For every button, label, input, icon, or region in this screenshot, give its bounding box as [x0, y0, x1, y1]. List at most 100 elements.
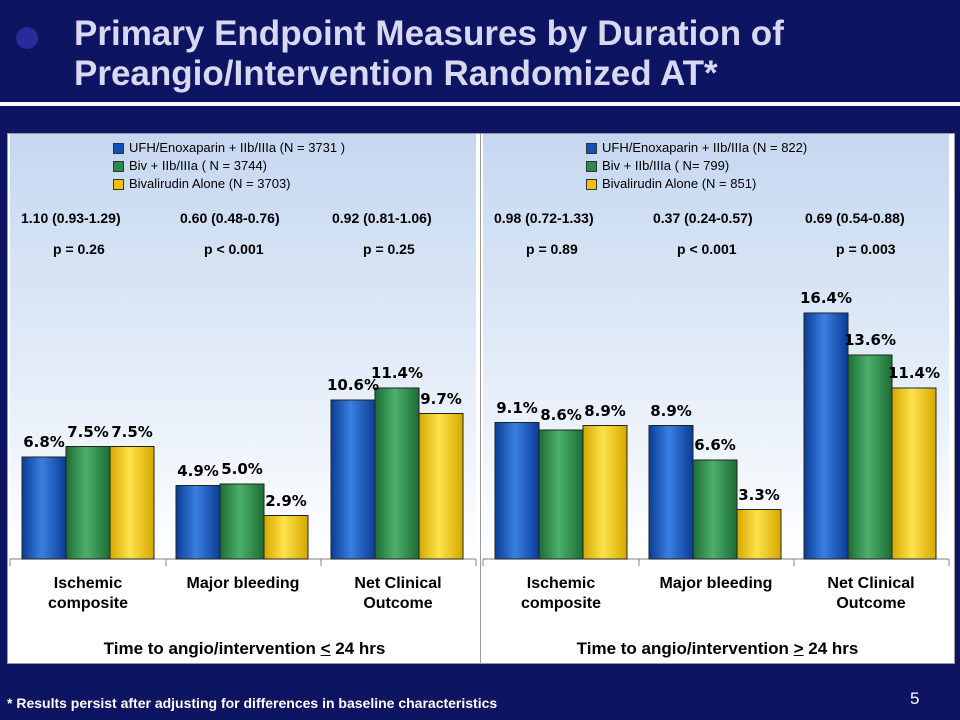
bar-series-2-3: [847, 354, 893, 560]
category-label: Major bleeding: [173, 574, 313, 594]
value-label: 13.6%: [843, 331, 897, 349]
bar-series-3-2: [263, 515, 309, 560]
bar-chart-svg: [482, 312, 950, 566]
category-label-line: Net Clinical: [827, 575, 915, 592]
category-label-line: composite: [47, 595, 128, 612]
legend-item: UFH/Enoxaparin + IIb/IIIa (N = 822): [586, 139, 807, 157]
risk-ratio-label: 1.10 (0.93-1.29): [21, 210, 121, 226]
p-value-label: p = 0.003: [836, 241, 896, 257]
value-label: 3.3%: [738, 485, 780, 504]
p-value-label: p = 0.89: [526, 241, 578, 257]
value-label: 16.4%: [799, 289, 853, 307]
risk-ratio-label: 0.37 (0.24-0.57): [653, 210, 753, 226]
slide-title-line-2: Preangio/Intervention Randomized AT*: [74, 54, 718, 93]
page-number: 5: [910, 689, 920, 708]
category-label-line: Major bleeding: [659, 575, 773, 592]
subtitle-part-pre: Time to angio/intervention: [576, 639, 794, 658]
risk-ratio-label: 0.98 (0.72-1.33): [494, 210, 594, 226]
chart-legend: UFH/Enoxaparin + IIb/IIIa (N = 822) Biv +…: [586, 139, 807, 193]
value-label: 2.9%: [265, 491, 307, 510]
value-label: 7.5%: [111, 422, 153, 441]
p-value-label: p < 0.001: [677, 241, 737, 257]
legend-label: Biv + IIb/IIIa ( N= 799): [602, 158, 730, 173]
subtitle-part-op: >: [793, 639, 804, 658]
legend-item: Bivalirudin Alone (N = 851): [586, 175, 807, 193]
bar-series-1-2: [648, 425, 694, 560]
risk-ratio-label: 0.69 (0.54-0.88): [805, 210, 905, 226]
risk-ratio-label: 0.60 (0.48-0.76): [180, 210, 280, 226]
legend-label: UFH/Enoxaparin + IIb/IIIa (N = 3731 ): [129, 140, 346, 155]
value-label: 11.4%: [887, 364, 941, 382]
value-label: 11.4%: [370, 364, 424, 382]
subtitle-part-post: 24 hrs: [330, 639, 386, 658]
legend-swatch: [113, 160, 124, 172]
subtitle-part-op: <: [320, 639, 331, 658]
slide-title-line-1: Primary Endpoint Measures by Duration of: [74, 14, 784, 53]
category-label-line: composite: [520, 595, 601, 612]
risk-ratio-label: 0.92 (0.81-1.06): [332, 210, 432, 226]
value-label: 5.0%: [221, 460, 263, 478]
footnote: * Results persist after adjusting for di…: [7, 695, 498, 711]
bar-chart-svg: [9, 387, 477, 566]
value-label: 6.8%: [23, 433, 65, 451]
chart-subtitle: Time to angio/intervention < 24 hrs: [8, 639, 481, 659]
legend-label: Bivalirudin Alone (N = 851): [602, 176, 757, 191]
legend-label: UFH/Enoxaparin + IIb/IIIa (N = 822): [602, 140, 808, 155]
p-value-label: p < 0.001: [204, 241, 264, 257]
bar-series-1-2: [175, 485, 221, 560]
value-label: 10.6%: [326, 376, 380, 394]
value-label: 8.9%: [584, 401, 626, 420]
legend-swatch: [586, 160, 597, 172]
legend-item: Biv + IIb/IIIa ( N= 799): [586, 157, 807, 175]
bar-series-1-3: [803, 312, 849, 560]
subtitle-part-post: 24 hrs: [803, 639, 859, 658]
bar-series-3-2: [736, 509, 782, 560]
legend-swatch: [586, 142, 597, 154]
chart-legend: UFH/Enoxaparin + IIb/IIIa (N = 3731 ) Biv…: [113, 139, 345, 193]
title-divider: [0, 102, 960, 106]
category-label-line: Outcome: [836, 595, 906, 612]
bar-series-2-2: [219, 483, 265, 560]
legend-item: UFH/Enoxaparin + IIb/IIIa (N = 3731 ): [113, 139, 345, 157]
category-label-line: Net Clinical: [354, 575, 442, 592]
bar-series-3-3: [891, 387, 937, 560]
legend-item: Biv + IIb/IIIa ( N = 3744): [113, 157, 345, 175]
category-label: Net Clinical Outcome: [801, 574, 941, 614]
category-label: Ischemic composite: [18, 574, 158, 614]
category-label-line: Ischemic: [526, 575, 596, 592]
legend-swatch: [113, 178, 124, 190]
value-label: 4.9%: [177, 461, 219, 480]
bar-series-2-3: [374, 387, 420, 560]
bar-series-3-3: [418, 413, 464, 560]
category-label: Major bleeding: [646, 574, 786, 594]
p-value-label: p = 0.25: [363, 241, 415, 257]
chart-panel-gt24: 9.1% 8.9% 16.4% 8.6% 6.6% 13.6% 8.9% 3.3% 11.4% U…: [480, 133, 955, 664]
subtitle-part-pre: Time to angio/intervention: [103, 639, 321, 658]
legend-item: Bivalirudin Alone (N = 3703): [113, 175, 345, 193]
title-bullet-icon: [16, 27, 38, 49]
value-label: 7.5%: [67, 422, 109, 441]
bar-series-2-1: [65, 446, 111, 560]
bar-series-1-1: [494, 422, 540, 560]
bar-series-3-1: [582, 425, 628, 560]
category-label-line: Ischemic: [53, 575, 123, 592]
category-label-line: Outcome: [363, 595, 433, 612]
category-label: Net Clinical Outcome: [328, 574, 468, 614]
value-label: 9.1%: [496, 398, 538, 417]
value-label: 8.9%: [650, 401, 692, 420]
bar-series-2-2: [692, 459, 738, 560]
bar-series-1-1: [21, 456, 67, 560]
bar-series-3-1: [109, 446, 155, 560]
chart-panel-le24: 6.8% 4.9% 10.6% 7.5% 5.0% 11.4% 7.5% 2.9% 9.7% UF…: [7, 133, 482, 664]
legend-label: Bivalirudin Alone (N = 3703): [129, 176, 291, 191]
category-label-line: Major bleeding: [186, 575, 300, 592]
value-label: 8.6%: [540, 406, 582, 424]
legend-swatch: [113, 142, 124, 154]
legend-swatch: [586, 178, 597, 190]
legend-label: Biv + IIb/IIIa ( N = 3744): [129, 158, 268, 173]
value-label: 6.6%: [694, 436, 736, 454]
bar-series-2-1: [538, 429, 584, 560]
value-label: 9.7%: [420, 389, 462, 408]
category-label: Ischemic composite: [491, 574, 631, 614]
p-value-label: p = 0.26: [53, 241, 105, 257]
